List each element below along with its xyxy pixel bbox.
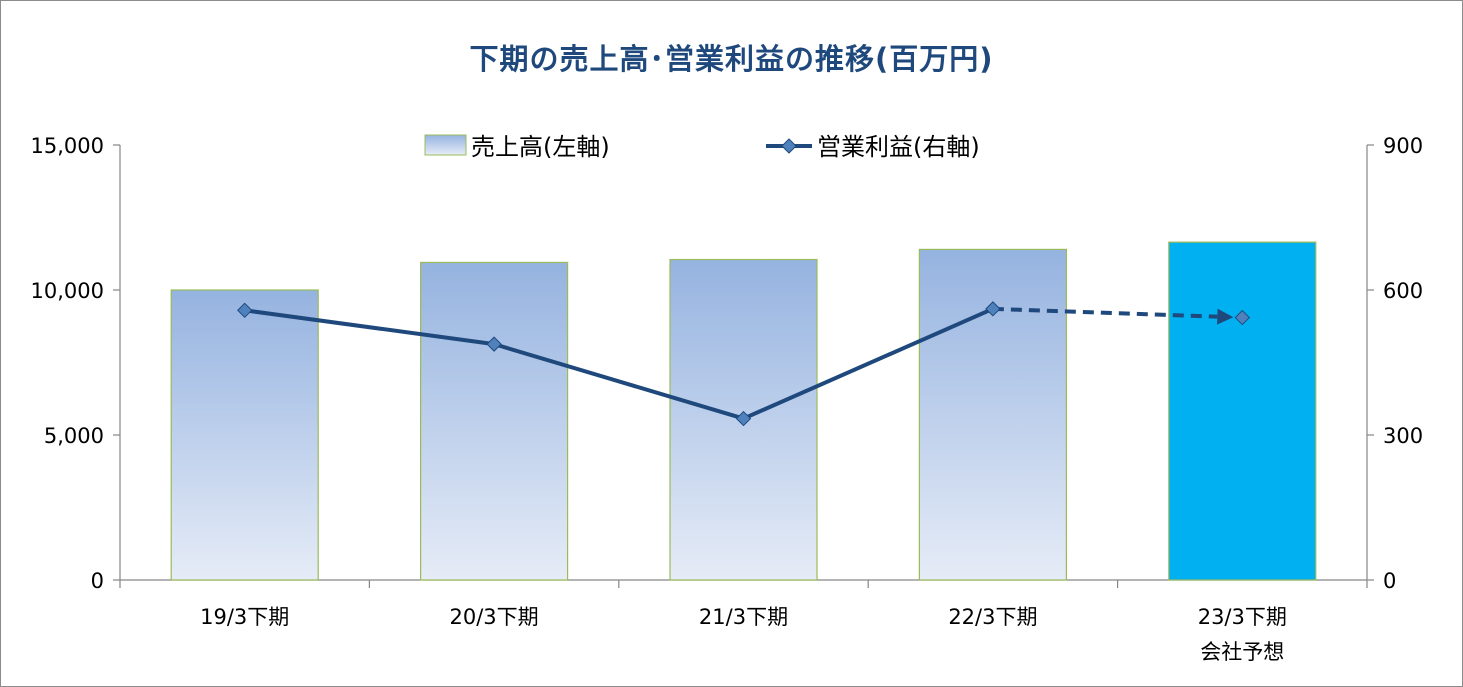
- left-tick-label: 0: [91, 569, 104, 593]
- category-label: 会社予想: [1200, 640, 1284, 664]
- line-operating-profit: [244, 307, 994, 421]
- category-label: 20/3下期: [450, 605, 539, 629]
- left-tick-label: 15,000: [31, 134, 104, 158]
- bar-sales: [918, 248, 1068, 581]
- right-tick-label: 900: [1383, 134, 1423, 158]
- legend-marker-profit: [781, 138, 797, 154]
- legend-swatch-sales: [424, 134, 467, 156]
- bar-sales: [170, 289, 319, 581]
- left-tick-label: 5,000: [44, 424, 104, 448]
- forecast-arrowhead: [1217, 308, 1234, 325]
- right-tick-label: 600: [1383, 279, 1423, 303]
- legend-label-profit: 営業利益(右軸): [817, 133, 980, 161]
- right-tick-label: 300: [1383, 424, 1423, 448]
- line-marker: [735, 410, 752, 427]
- category-label: 19/3下期: [200, 605, 289, 629]
- chart-title: 下期の売上高･営業利益の推移(百万円): [469, 42, 994, 76]
- line-marker: [486, 336, 502, 352]
- category-label: 23/3下期: [1198, 605, 1287, 629]
- legend-label-sales: 売上高(左軸): [471, 133, 610, 161]
- category-label: 22/3下期: [948, 605, 1037, 629]
- bar-sales: [1168, 241, 1317, 581]
- bar-sales: [420, 261, 569, 581]
- left-tick-label: 10,000: [31, 279, 104, 303]
- category-label: 21/3下期: [699, 605, 788, 629]
- line-marker: [236, 302, 253, 319]
- right-tick-label: 0: [1383, 569, 1396, 593]
- line-marker: [1234, 309, 1251, 326]
- line-marker: [985, 301, 1001, 317]
- line-operating-profit-forecast: [992, 306, 1218, 319]
